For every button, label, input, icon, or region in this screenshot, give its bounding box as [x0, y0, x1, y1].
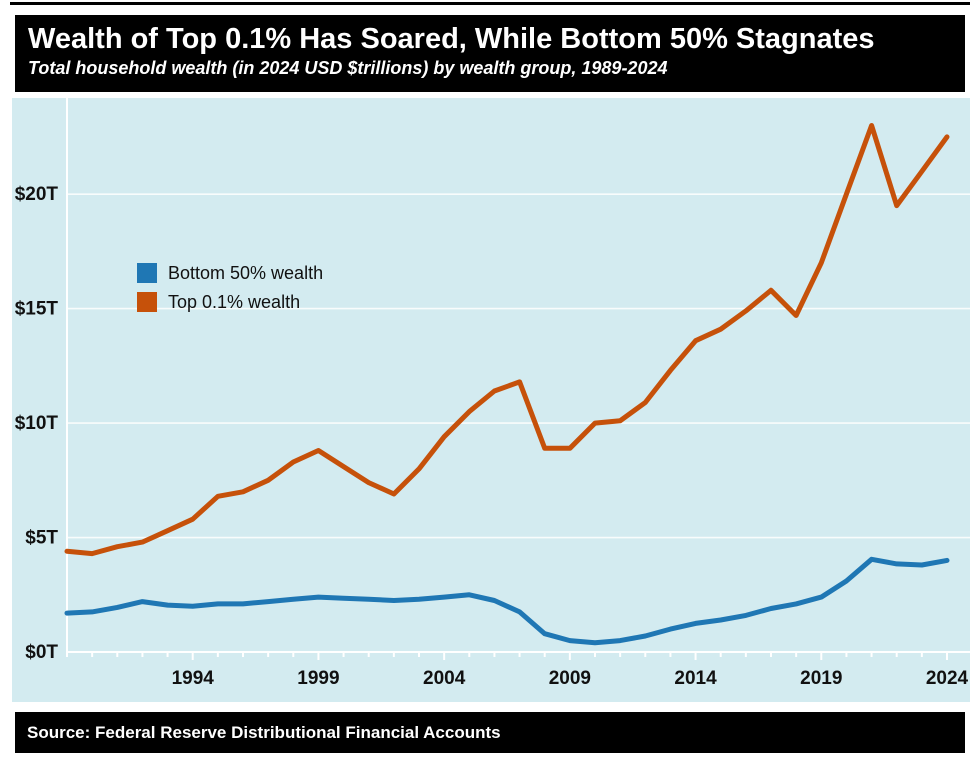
y-axis-label: $10T	[15, 413, 59, 434]
legend-label-bottom-50-wealth: Bottom 50% wealth	[168, 263, 323, 283]
chart-header: Wealth of Top 0.1% Has Soared, While Bot…	[15, 15, 965, 92]
source-bar: Source: Federal Reserve Distributional F…	[15, 712, 965, 753]
legend-swatch-bottom-50-wealth	[137, 263, 157, 283]
y-axis-label: $0T	[25, 642, 58, 663]
chart-canvas: 1994 1999 2004 2009 2014 2019 2024 $0T $5T $10T $1…	[15, 98, 970, 689]
x-axis-label: 2014	[674, 668, 717, 689]
legend-label-top-0-1-wealth: Top 0.1% wealth	[168, 292, 300, 312]
bottom-50-wealth-line	[64, 556, 950, 646]
x-axis-label: 2024	[926, 668, 969, 689]
x-axis-label: 2004	[423, 668, 466, 689]
y-axis-label: $5T	[25, 528, 58, 549]
x-axis-label: 1999	[297, 668, 339, 689]
source-text: Source: Federal Reserve Distributional F…	[27, 722, 501, 742]
x-axis-label: 2019	[800, 668, 842, 689]
top-border-rule	[10, 2, 970, 5]
x-axis-label: 2009	[549, 668, 591, 689]
y-axis-label: $15T	[15, 299, 59, 320]
wealth-line-chart: 1994 1999 2004 2009 2014 2019 2024 $0T $5T $10T $1…	[12, 98, 970, 702]
top-0-1-wealth-line	[64, 123, 950, 557]
y-axis-label: $20T	[15, 184, 59, 205]
page-subtitle: Total household wealth (in 2024 USD $tri…	[28, 58, 668, 78]
legend-swatch-top-0-1-wealth	[137, 292, 157, 312]
page-title: Wealth of Top 0.1% Has Soared, While Bot…	[28, 23, 875, 55]
x-axis-label: 1994	[172, 668, 215, 689]
